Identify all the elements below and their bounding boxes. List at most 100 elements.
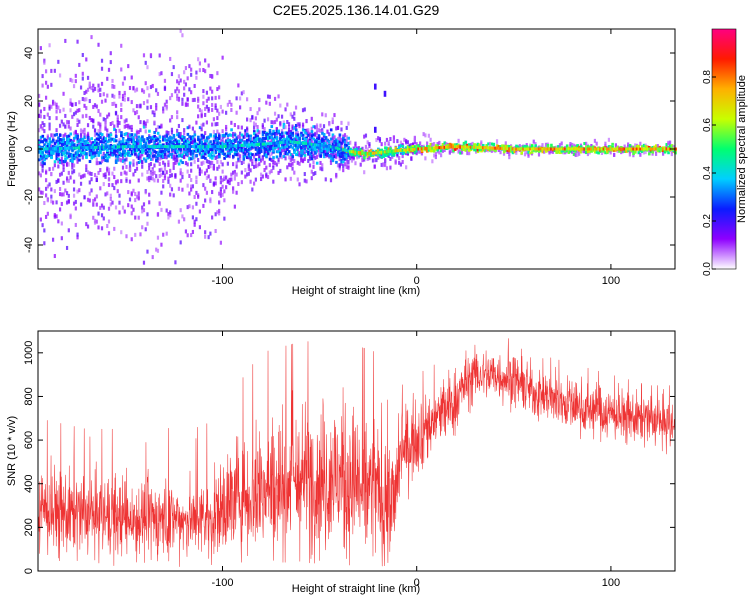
spectrogram-cell	[174, 138, 177, 142]
spectrogram-cell	[219, 104, 222, 109]
spectrogram-cell	[135, 87, 139, 92]
spectrogram-ridge-cell	[294, 140, 298, 144]
spectrogram-column	[225, 110, 228, 190]
spectrogram-column	[202, 68, 205, 208]
spectrogram-cell	[259, 138, 263, 142]
spectrogram-cell	[340, 151, 343, 155]
spectrogram-column	[527, 146, 530, 158]
spectrogram-cell	[525, 145, 529, 149]
spectrogram-cell	[301, 144, 305, 148]
spectrogram-cell	[641, 145, 644, 149]
spectrogram-cell	[593, 138, 597, 143]
spectrogram-cell	[69, 138, 73, 142]
spectrogram-cell	[198, 225, 201, 230]
spectrogram-ridge-cell	[204, 145, 207, 149]
spectrogram-column	[462, 141, 466, 151]
spectrogram-cell	[204, 106, 207, 111]
spectrogram-column	[578, 145, 581, 156]
spectrogram-ridge-cell	[460, 145, 464, 149]
spectrogram-cell	[106, 93, 109, 98]
spectrogram-cell	[155, 88, 158, 93]
spectrogram-cell	[191, 184, 195, 189]
spectrogram-ridge-cell	[259, 142, 263, 146]
spectrogram-cell	[155, 139, 158, 143]
spectrogram-ridge-cell	[132, 145, 135, 149]
spectrogram-cell	[169, 210, 172, 215]
spectrogram-cell	[130, 124, 133, 129]
spectrogram-cell	[172, 148, 175, 153]
spectrogram-ridge-cell	[58, 146, 62, 150]
spectrogram-ridge-cell	[272, 141, 275, 145]
spectrogram-cell	[515, 150, 518, 155]
spectrogram-cell	[97, 151, 101, 155]
spectrogram-cell	[97, 129, 100, 134]
spectrogram-cell	[329, 137, 333, 141]
spectrogram-cell	[218, 147, 221, 151]
spectrogram-column	[606, 146, 609, 155]
spectrogram-ridge-cell	[155, 145, 158, 149]
spectrogram-cell	[289, 158, 292, 163]
spectrogram-cell	[121, 205, 125, 210]
spectrogram-cell	[530, 150, 534, 154]
spectrogram-cell	[293, 170, 296, 175]
spectrogram-ridge-cell	[560, 147, 564, 151]
spectrogram-cell	[76, 123, 79, 127]
spectrogram-cell	[294, 134, 298, 138]
spectrogram-cell	[200, 169, 203, 174]
spectrogram-cell	[443, 143, 446, 148]
spectrogram-cell	[246, 138, 249, 142]
spectrogram-cell	[211, 122, 214, 127]
spectrogram-cell	[142, 120, 146, 125]
spectrogram-ridge-cell	[142, 145, 146, 149]
spectrogram-cell	[172, 65, 175, 70]
spectrogram-cell	[92, 215, 95, 220]
spectrogram-cell	[246, 117, 249, 122]
spectrogram-cell	[83, 132, 86, 137]
spectrogram-cell	[452, 149, 455, 153]
spectrogram-column	[130, 75, 134, 242]
spectrogram-cell	[593, 150, 597, 154]
spectrogram-ridge-cell	[541, 147, 544, 151]
spectrogram-column	[300, 131, 303, 163]
spectrogram-cell	[99, 140, 102, 144]
spectrogram-cell	[340, 155, 343, 159]
spectrogram-cell	[242, 160, 245, 165]
spectrogram-cell	[614, 143, 617, 148]
spectrogram-cell	[127, 137, 130, 141]
spectrogram-cell	[319, 146, 323, 150]
spectrogram-ridge-cell	[607, 147, 611, 151]
spectrogram-cell	[389, 137, 392, 142]
spectrogram-cell	[188, 157, 191, 161]
spectrogram-cell	[134, 152, 137, 156]
spectrogram-cell	[109, 202, 112, 207]
spectrogram-cell	[95, 137, 99, 141]
spectrogram-cell	[273, 134, 277, 138]
spectrogram-cell	[188, 150, 191, 155]
spectrogram-ridge-cell	[125, 145, 128, 149]
spectrogram-cell	[158, 139, 162, 143]
spectrogram-column	[663, 146, 667, 154]
spectrogram-ridge-cell	[209, 145, 212, 149]
spectrogram-column	[134, 88, 137, 237]
spectrogram-cell	[347, 145, 350, 149]
spectrogram-cell	[139, 232, 142, 237]
spectrogram-cell	[583, 149, 586, 154]
spectrogram-ridge-cell	[76, 146, 80, 150]
spectrogram-cell	[467, 143, 471, 147]
spectrogram-ridge-cell	[296, 141, 300, 145]
spectrogram-cell	[83, 173, 86, 178]
spectrogram-cell	[315, 138, 319, 142]
spectrogram-cell	[261, 146, 265, 150]
spectrogram-cell	[244, 174, 247, 179]
spectrogram-column	[51, 99, 55, 242]
spectrogram-cell	[57, 136, 60, 140]
spectrogram-column	[310, 116, 314, 181]
spectrogram-cell	[433, 153, 436, 158]
spectrogram-ridge-cell	[508, 147, 511, 151]
spectrogram-cell	[279, 151, 282, 155]
spectrogram-cell	[286, 148, 289, 152]
spectrogram-cell	[232, 139, 235, 143]
spectrogram-cell	[287, 145, 291, 149]
spectrogram-cell	[667, 140, 670, 145]
spectrogram-ridge-cell	[237, 144, 240, 148]
